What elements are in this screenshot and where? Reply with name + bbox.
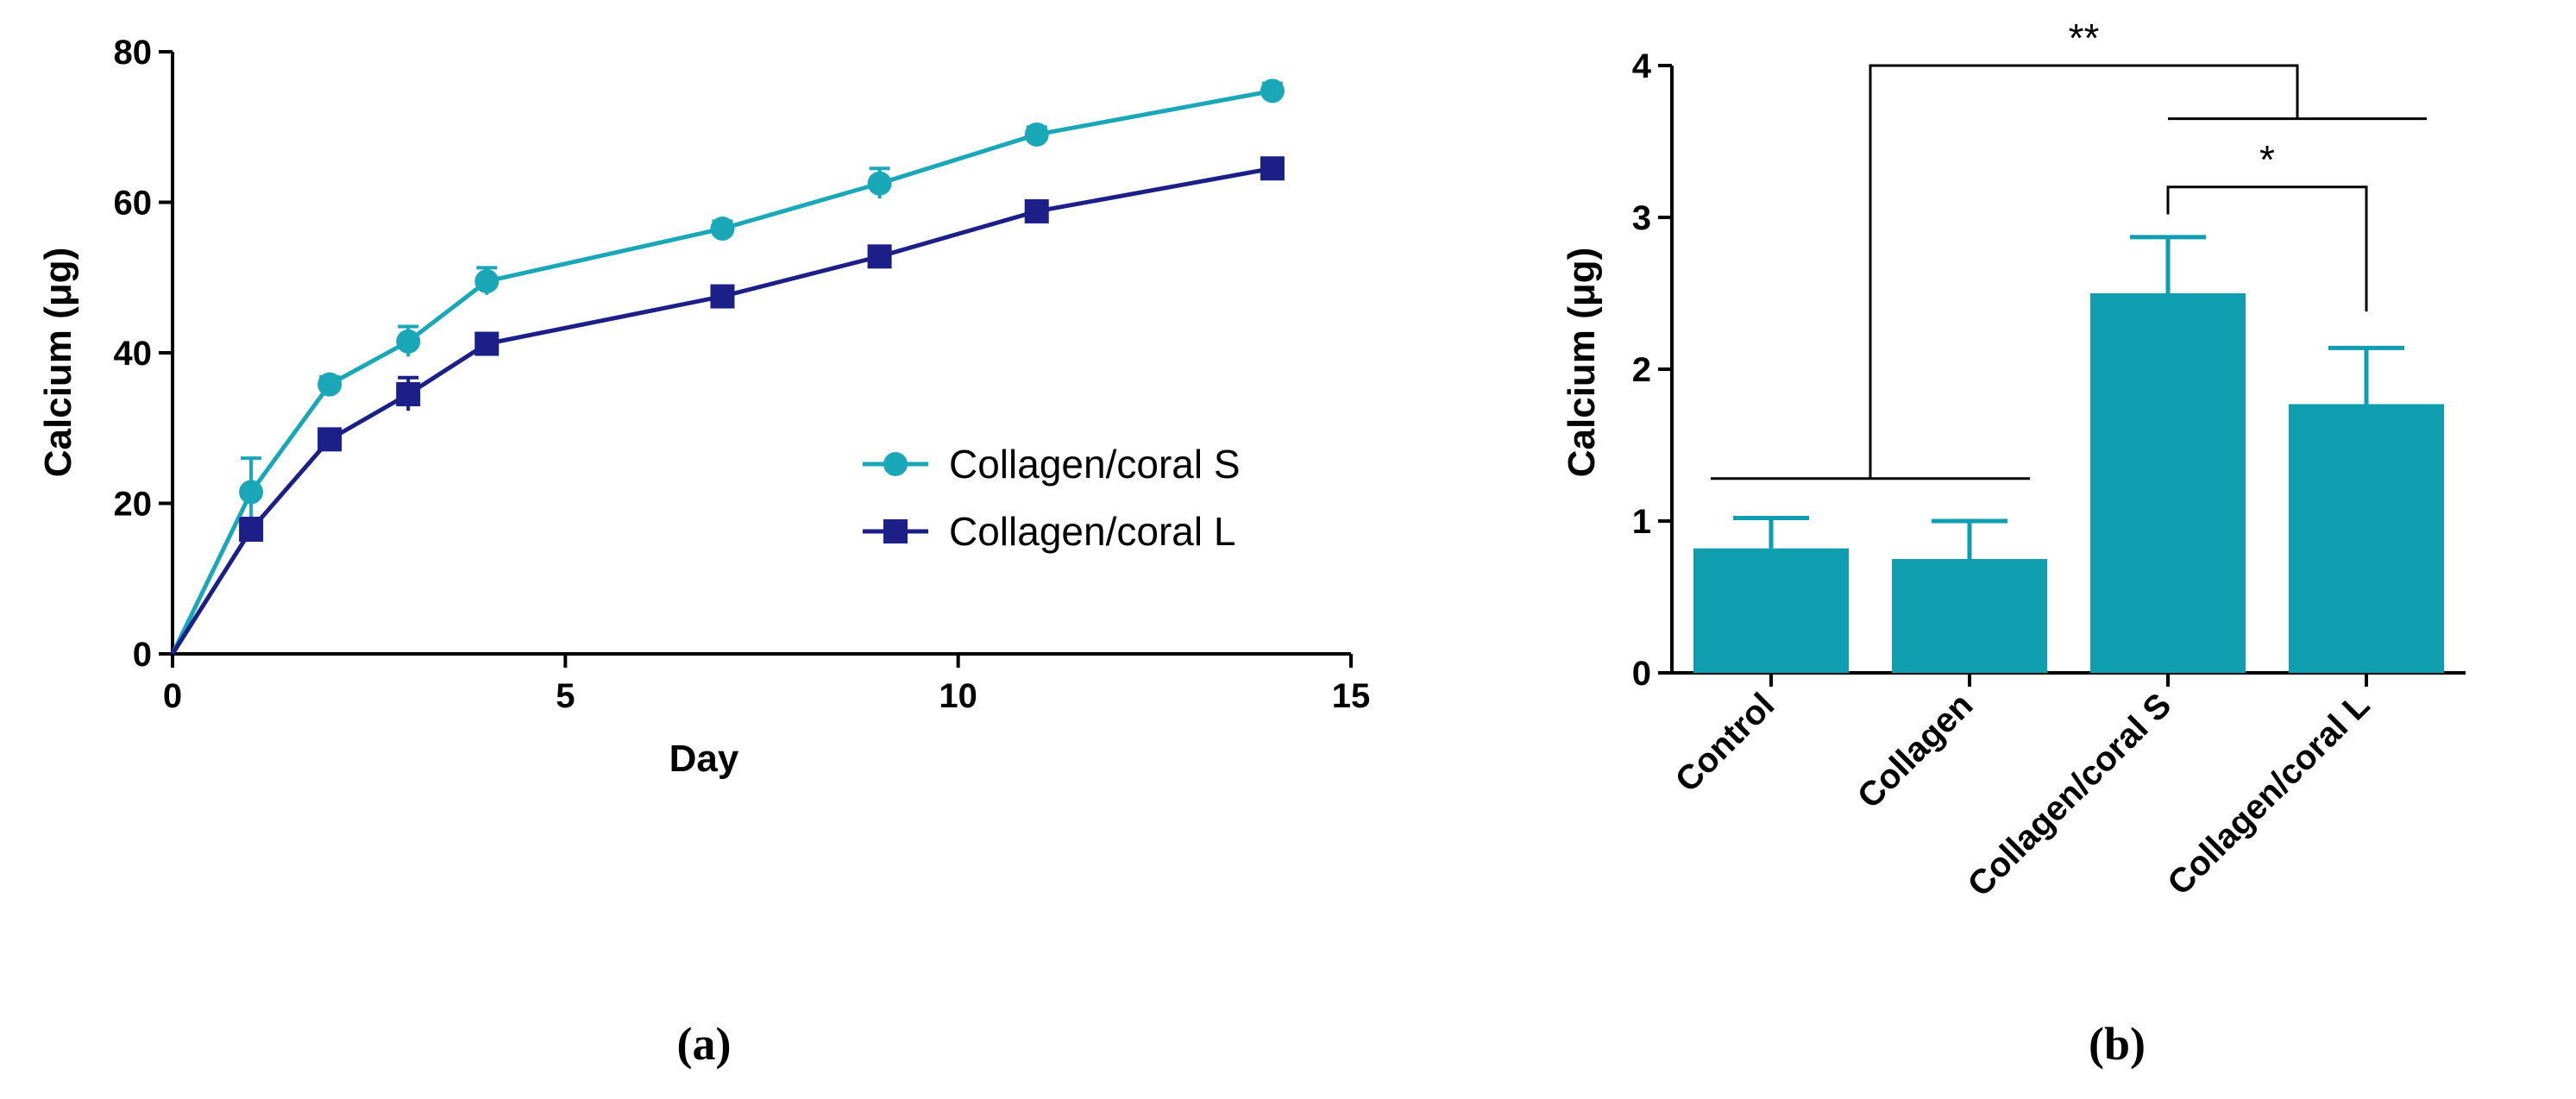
significance-label-double-star: **	[2069, 16, 2100, 60]
panel-a-y-tick-label: 40	[114, 335, 153, 373]
panel-b-y-tick-label: 1	[1632, 503, 1651, 541]
data-point-circle	[239, 480, 264, 505]
bar	[1693, 548, 1849, 673]
significance-label-single-star: *	[2259, 137, 2275, 182]
panel-a-legend: Collagen/coral S Collagen/coral L	[863, 442, 1241, 554]
bar	[2289, 404, 2444, 673]
panel-a-y-tick-label: 0	[133, 636, 152, 674]
bracket-double-star	[1869, 64, 2299, 479]
data-point-square	[396, 381, 421, 406]
data-point-square	[239, 518, 264, 543]
data-point-square	[710, 284, 735, 309]
panel-a-x-tick-label: 0	[163, 677, 182, 715]
data-point-circle	[474, 269, 499, 294]
panel-a-axes: 0 20 40 60 80 0 5 10 15	[114, 34, 1371, 715]
series-line-collagen-coral-l	[170, 166, 1273, 656]
bracket-single-star	[2166, 185, 2368, 312]
panel-b-y-tick-label: 0	[1632, 655, 1651, 693]
data-point-square	[474, 331, 499, 356]
panel-a-label: (a)	[677, 1018, 732, 1070]
panel-b-y-axis-title: Calcium (μg)	[1561, 248, 1603, 478]
panel-b-x-tick-label: Collagen	[1850, 686, 1981, 816]
panel-a-y-axis-title: Calcium (μg)	[37, 248, 79, 478]
panel-a-x-axis-title: Day	[669, 738, 739, 780]
panel-b-significance: ***	[1711, 16, 2427, 480]
panel-b-bars	[1693, 235, 2444, 673]
data-point-square	[867, 244, 892, 269]
data-point-square	[317, 427, 342, 452]
panel-a-y-tick-label: 60	[114, 185, 153, 223]
panel-a-y-tick-label: 20	[114, 486, 153, 524]
data-point-circle	[710, 217, 735, 242]
bar	[1892, 559, 2047, 673]
legend-label: Collagen/coral S	[949, 442, 1241, 487]
panel-a-y-tick-label: 80	[114, 34, 153, 72]
line-chart-panel-a: 0 20 40 60 80 0 5 10 15 Day Calcium (μg) Collage…	[37, 34, 1370, 1070]
panel-b-y-tick-label: 3	[1632, 199, 1651, 237]
panel-a-x-tick-label: 5	[556, 677, 575, 715]
data-point-circle	[1260, 78, 1285, 104]
panel-b-label: (b)	[2089, 1018, 2146, 1070]
data-point-circle	[1024, 122, 1049, 147]
data-point-circle	[317, 372, 342, 397]
panel-b-x-tick-label: Collagen/coral L	[2160, 686, 2377, 902]
panel-a-series	[170, 78, 1285, 656]
data-point-square	[1024, 198, 1049, 223]
data-point-circle	[867, 171, 892, 196]
bar	[2090, 293, 2246, 673]
panel-b-y-tick-label: 2	[1632, 351, 1651, 389]
panel-b-x-tick-label: Collagen/coral S	[1961, 686, 2179, 904]
panel-b-x-tick-label: Control	[1668, 686, 1782, 800]
series-line-collagen-coral-s	[170, 88, 1273, 656]
legend-marker-circle	[883, 452, 908, 476]
panel-a-x-tick-label: 15	[1332, 677, 1371, 715]
panel-b-y-tick-label: 4	[1632, 47, 1652, 85]
panel-a-x-tick-label: 10	[939, 677, 977, 715]
data-point-square	[1260, 156, 1285, 181]
data-point-circle	[396, 329, 421, 354]
legend-marker-square	[883, 519, 908, 543]
legend-label: Collagen/coral L	[949, 509, 1235, 554]
